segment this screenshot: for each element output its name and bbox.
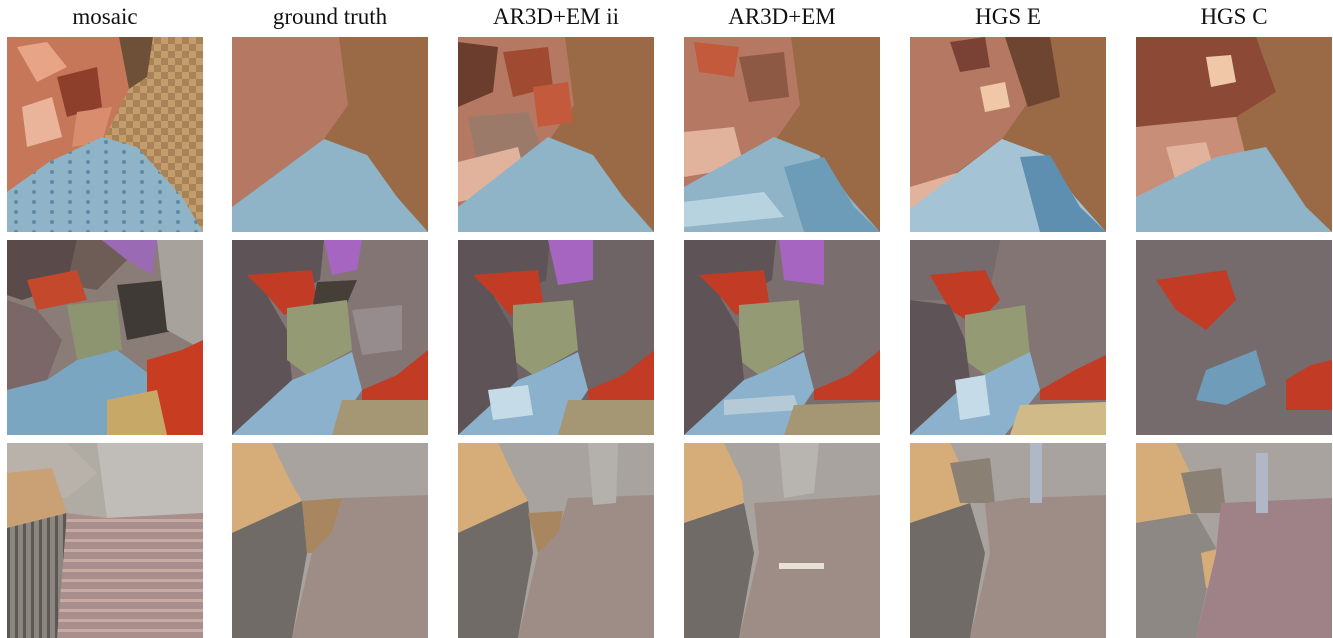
column-title-mosaic: mosaic [72, 4, 138, 29]
column-title-ar3d-em: AR3D+EM [728, 4, 836, 29]
row2-ground-truth [232, 240, 428, 435]
row1-ar3d-em [684, 37, 880, 232]
row2-ar3d-em [684, 240, 880, 435]
row3-ar3d-em-ii [458, 443, 654, 638]
row2-ar3d-em-ii [458, 240, 654, 435]
column-title-ground-truth: ground truth [272, 4, 388, 29]
column-title-hgs-e: HGS E [975, 4, 1041, 29]
column-title-ar3d-em-ii: AR3D+EM ii [492, 4, 620, 29]
row1-hgs-c [1136, 37, 1332, 232]
row1-mosaic-image [7, 37, 203, 232]
row3-hgs-e [910, 443, 1106, 638]
row2-hgs-c [1136, 240, 1332, 435]
row3-mosaic-image [7, 443, 203, 638]
row1-hgs-e [910, 37, 1106, 232]
row2-hgs-e [910, 240, 1106, 435]
row3-ar3d-em [684, 443, 880, 638]
row1-ar3d-em-ii [458, 37, 654, 232]
row3-ground-truth [232, 443, 428, 638]
column-title-hgs-c: HGS C [1200, 4, 1268, 29]
row1-ground-truth [232, 37, 428, 232]
row3-hgs-c [1136, 443, 1332, 638]
row2-mosaic-image [7, 240, 203, 435]
